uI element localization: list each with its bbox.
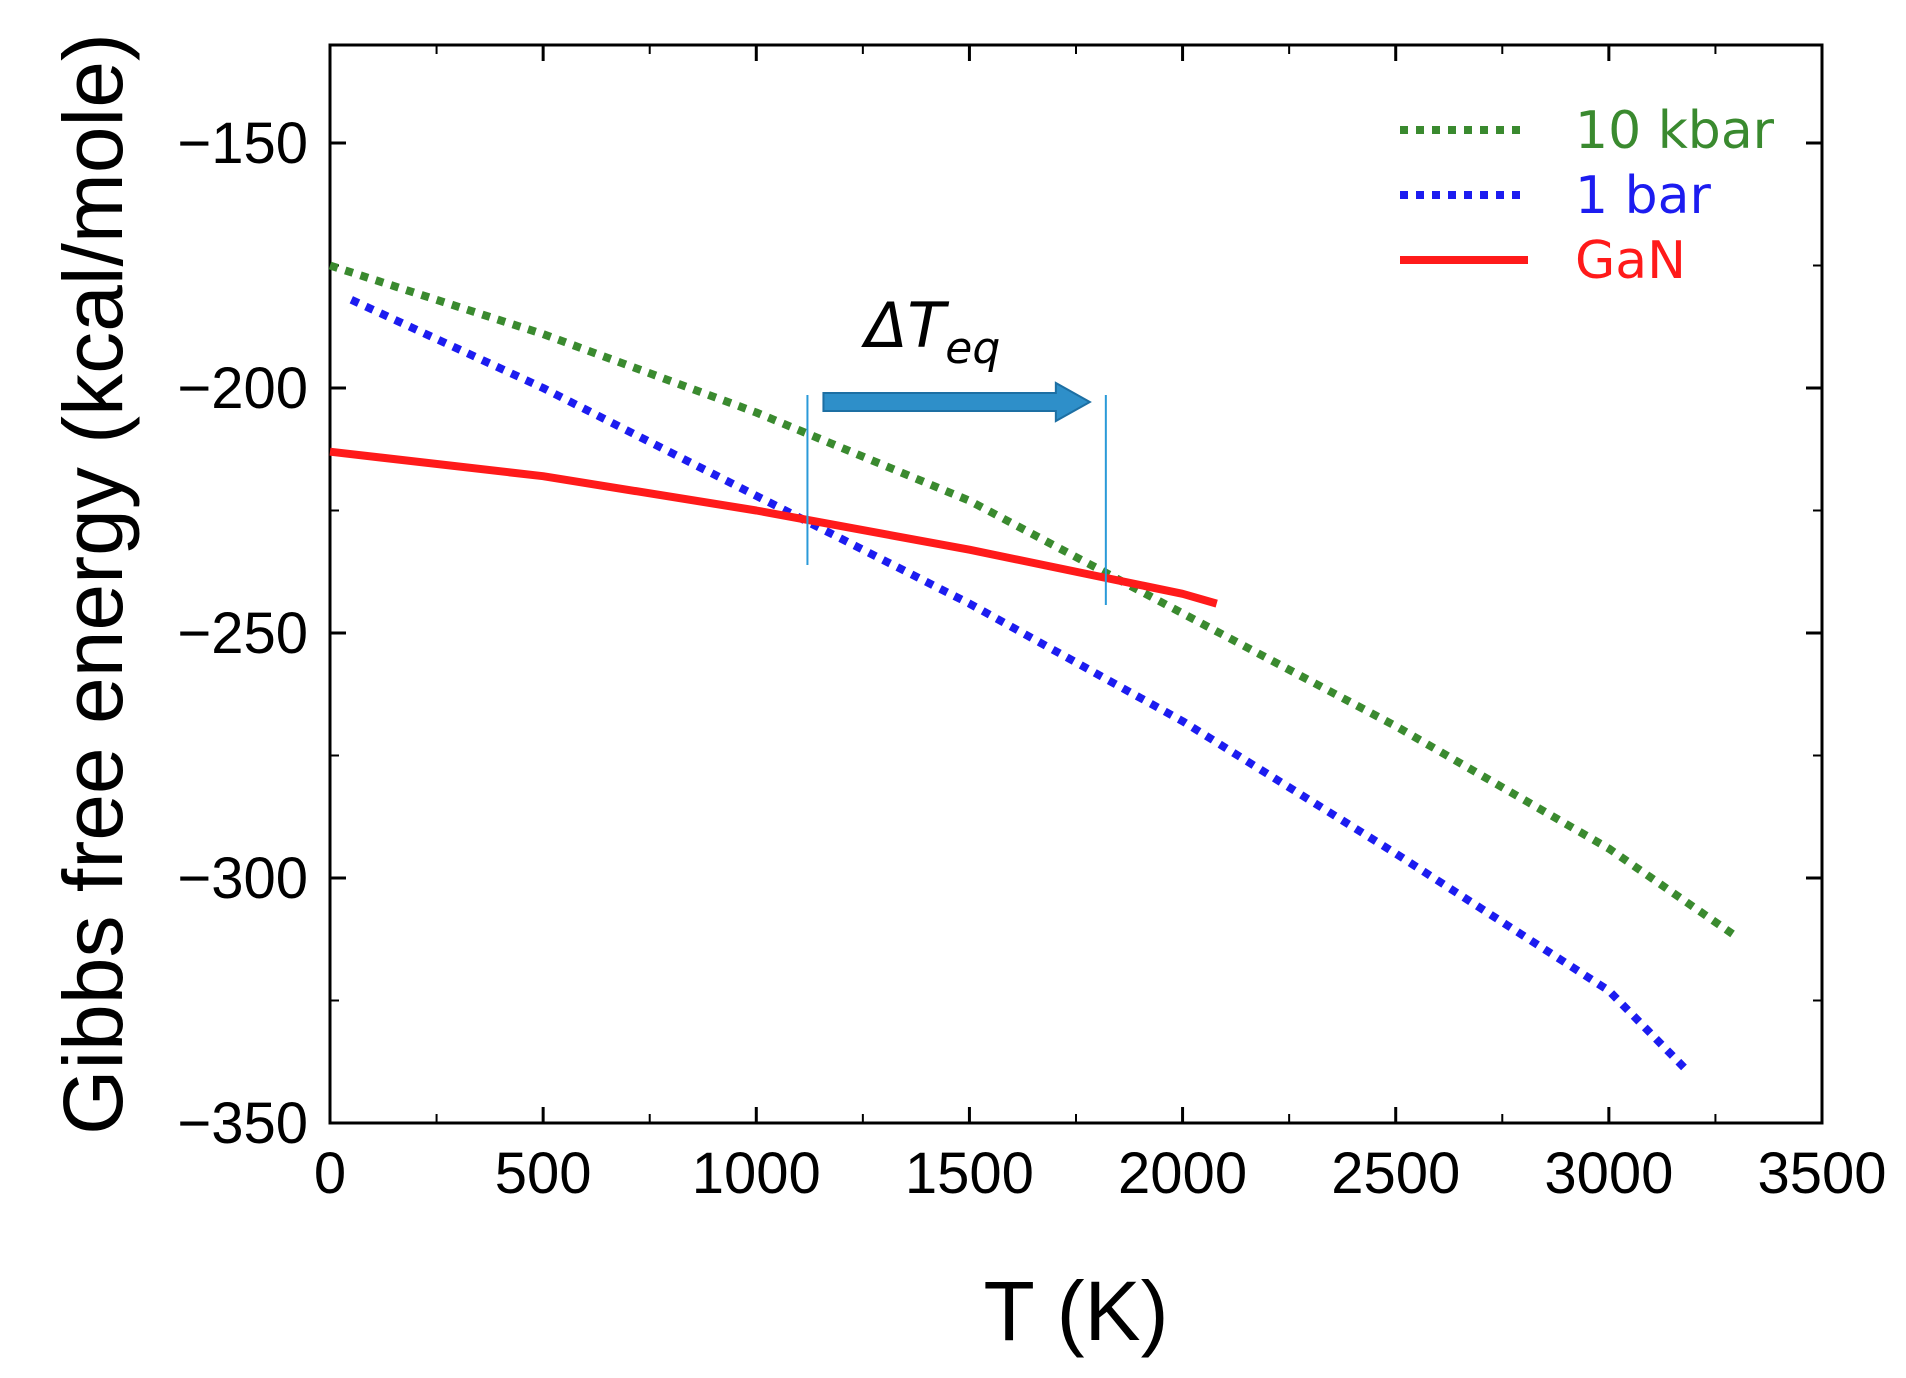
series-line-2 — [329, 447, 1218, 608]
y-tick-label: −300 — [177, 846, 308, 911]
x-tick-label: 0 — [314, 1141, 346, 1206]
x-tick-label: 1000 — [692, 1141, 821, 1206]
annotation-layer: ΔTeq — [806, 289, 1107, 605]
x-tick-label: 2500 — [1331, 1141, 1460, 1206]
y-tick-label: −250 — [177, 601, 308, 666]
series-layer — [328, 261, 1739, 1072]
legend-label-1: 1 bar — [1575, 166, 1711, 226]
y-tick-label: −150 — [177, 111, 308, 176]
teq-label-sub: eq — [945, 323, 1000, 374]
x-tick-label: 3000 — [1544, 1141, 1673, 1206]
y-axis-title: Gibbs free energy (kcal/mole) — [46, 33, 140, 1135]
y-tick-label: −350 — [177, 1091, 308, 1156]
legend-label-2: GaN — [1575, 231, 1686, 291]
y-tick-label: −200 — [177, 356, 308, 421]
axes-layer: 0 500 1000 1500 2000 2500 3000 3500 −150 −200 −250… — [177, 43, 1887, 1206]
teq-arrow — [822, 381, 1092, 423]
x-tick-label: 2000 — [1118, 1141, 1247, 1206]
x-axis-title: T (K) — [983, 1264, 1168, 1358]
x-tick-label: 3500 — [1757, 1141, 1886, 1206]
x-tick-label: 1500 — [905, 1141, 1034, 1206]
series-line-1 — [349, 296, 1689, 1072]
x-tick-label: 500 — [495, 1141, 592, 1206]
teq-label-main: ΔT — [861, 289, 949, 362]
teq-label: ΔTeq — [861, 289, 1000, 374]
series-line-0 — [328, 261, 1739, 941]
legend-label-0: 10 kbar — [1575, 101, 1775, 161]
